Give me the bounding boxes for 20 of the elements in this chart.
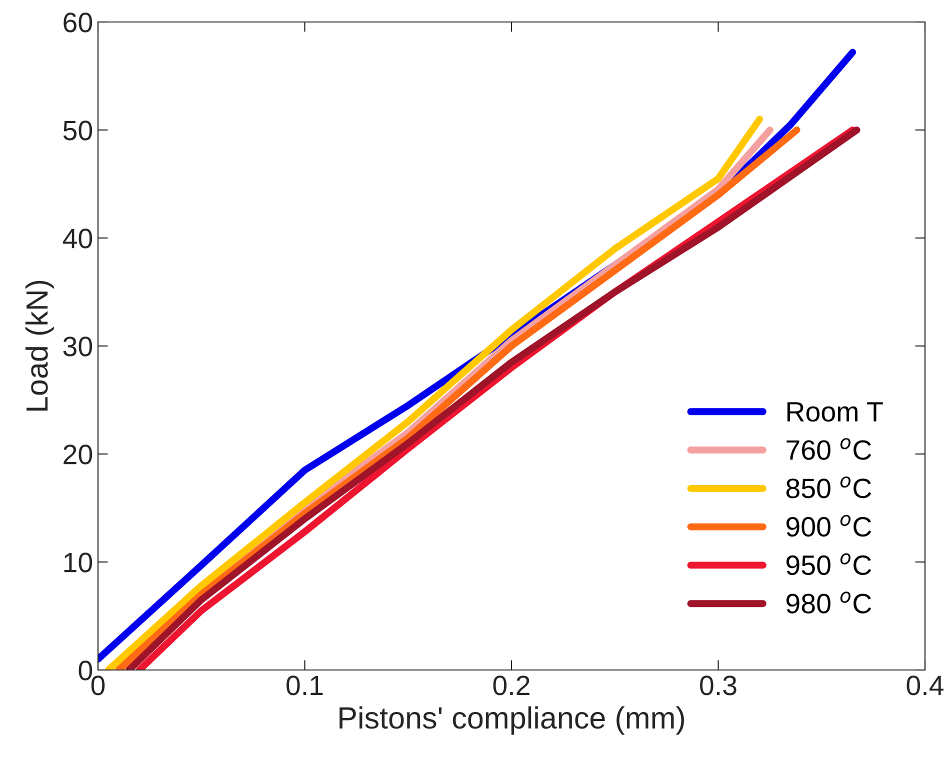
y-tick-label: 10	[64, 552, 92, 572]
legend-label: 980 $^{o}$C	[786, 592, 872, 614]
x-tick-label: 0	[91, 676, 105, 696]
x-tick-label: 0.2	[493, 676, 530, 696]
y-tick-label: 40	[62, 228, 92, 248]
x-tick-label: 0.3	[700, 676, 736, 696]
y-tick-label: 0	[78, 660, 92, 680]
legend-label: 950 $^{o}$C	[786, 553, 872, 576]
x-tick-label: 0.1	[286, 676, 323, 696]
x-tick-label: 0.4	[906, 676, 944, 696]
x-axis-title: Pistons' compliance (mm)	[340, 706, 684, 735]
legend-label: 850 $^{o}$C	[786, 476, 872, 498]
legend-label: 760 $^{o}$C	[786, 438, 872, 460]
y-tick-label: 60	[64, 12, 92, 32]
legend-label: Room T	[787, 402, 883, 422]
y-tick-label: 50	[63, 120, 92, 140]
y-tick-label: 20	[64, 444, 92, 464]
legend-label: 900 $^{o}$C	[786, 514, 872, 537]
y-axis-title: Load (kN)	[25, 280, 54, 411]
y-tick-label: 30	[63, 336, 92, 356]
